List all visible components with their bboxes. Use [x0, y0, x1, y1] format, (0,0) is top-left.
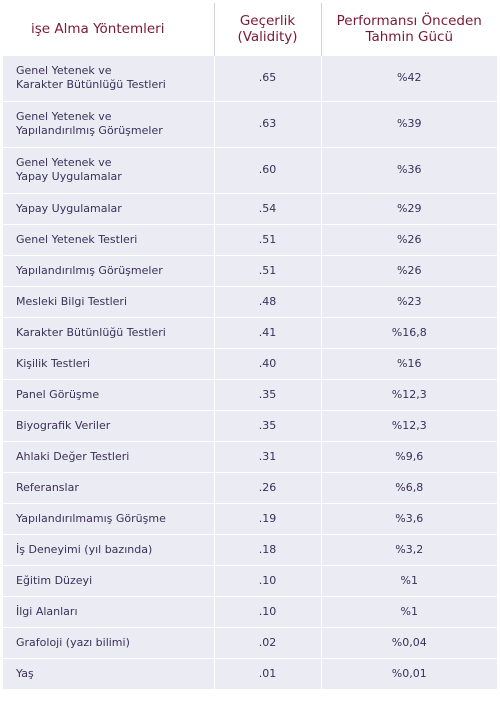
performance-cell: %3,6 [321, 502, 497, 534]
column-header-validity: Geçerlik (Validity) [214, 3, 322, 55]
performance-cell: %23 [321, 285, 497, 317]
performance-header-line1: Performansı Önceden [336, 12, 482, 29]
validity-cell: .02 [214, 626, 322, 658]
validity-cell: .51 [214, 223, 322, 255]
method-name-cell: İlgi Alanları [3, 595, 215, 627]
recruitment-methods-table: işe Alma Yöntemleri Geçerlik (Validity) … [3, 3, 497, 689]
validity-cell: .10 [214, 595, 322, 627]
table-row: Referanslar .26 %6,8 [3, 471, 497, 503]
method-name-cell: Biyografik Veriler [3, 409, 215, 441]
performance-cell: %26 [321, 223, 497, 255]
validity-cell: .63 [214, 100, 322, 147]
table-row: Genel Yetenek Testleri .51 %26 [3, 223, 497, 255]
performance-cell: %0,04 [321, 626, 497, 658]
performance-cell: %39 [321, 100, 497, 147]
validity-cell: .26 [214, 471, 322, 503]
table-header-row: işe Alma Yöntemleri Geçerlik (Validity) … [3, 3, 497, 55]
table-row: Yapılandırılmış Görüşmeler .51 %26 [3, 254, 497, 286]
validity-cell: .65 [214, 54, 322, 101]
method-name-cell: Eğitim Düzeyi [3, 564, 215, 596]
validity-cell: .18 [214, 533, 322, 565]
method-name-cell: Yapılandırılmamış Görüşme [3, 502, 215, 534]
table-row: Karakter Bütünlüğü Testleri .41 %16,8 [3, 316, 497, 348]
table-row: Yaş .01 %0,01 [3, 657, 497, 689]
method-header-label: işe Alma Yöntemleri [31, 20, 165, 37]
table-row: Yapay Uygulamalar .54 %29 [3, 192, 497, 224]
method-name-cell: Yapılandırılmış Görüşmeler [3, 254, 215, 286]
performance-header-line2: Tahmin Gücü [365, 28, 454, 45]
validity-cell: .60 [214, 146, 322, 193]
performance-cell: %42 [321, 54, 497, 101]
validity-cell: .41 [214, 316, 322, 348]
table-row: Ahlaki Değer Testleri .31 %9,6 [3, 440, 497, 472]
table-row: Biyografik Veriler .35 %12,3 [3, 409, 497, 441]
method-name-cell: Grafoloji (yazı bilimi) [3, 626, 215, 658]
table-row: İlgi Alanları .10 %1 [3, 595, 497, 627]
validity-cell: .19 [214, 502, 322, 534]
table-row: Kişilik Testleri .40 %16 [3, 347, 497, 379]
performance-cell: %16,8 [321, 316, 497, 348]
method-name-cell: Yaş [3, 657, 215, 689]
performance-cell: %16 [321, 347, 497, 379]
validity-cell: .48 [214, 285, 322, 317]
validity-cell: .35 [214, 409, 322, 441]
method-name-cell: Genel Yetenek ve Karakter Bütünlüğü Testl… [3, 54, 215, 101]
table-row: Genel Yetenek ve Yapay Uygulamalar .60 %36 [3, 146, 497, 193]
table-row: Eğitim Düzeyi .10 %1 [3, 564, 497, 596]
performance-cell: %1 [321, 595, 497, 627]
method-name-line2: Yapılandırılmış Görüşmeler [16, 124, 163, 137]
validity-header-line2: (Validity) [237, 28, 298, 45]
performance-cell: %9,6 [321, 440, 497, 472]
method-name-cell: Genel Yetenek ve Yapılandırılmış Görüşmel… [3, 100, 215, 147]
method-name-cell: Genel Yetenek Testleri [3, 223, 215, 255]
performance-cell: %0,01 [321, 657, 497, 689]
validity-table-frame: işe Alma Yöntemleri Geçerlik (Validity) … [3, 3, 497, 704]
validity-cell: .54 [214, 192, 322, 224]
method-name-cell: Panel Görüşme [3, 378, 215, 410]
method-name-cell: Karakter Bütünlüğü Testleri [3, 316, 215, 348]
validity-header-line1: Geçerlik [239, 12, 296, 29]
table-row: Genel Yetenek ve Karakter Bütünlüğü Testl… [3, 54, 497, 101]
method-name-cell: İş Deneyimi (yıl bazında) [3, 533, 215, 565]
table-row: Grafoloji (yazı bilimi) .02 %0,04 [3, 626, 497, 658]
table-row: İş Deneyimi (yıl bazında) .18 %3,2 [3, 533, 497, 565]
table-row: Panel Görüşme .35 %12,3 [3, 378, 497, 410]
performance-cell: %3,2 [321, 533, 497, 565]
table-row: Mesleki Bilgi Testleri .48 %23 [3, 285, 497, 317]
method-name-line1: Genel Yetenek ve [16, 64, 112, 77]
method-name-line1: Genel Yetenek ve [16, 110, 112, 123]
column-header-performance: Performansı Önceden Tahmin Gücü [321, 3, 497, 55]
validity-cell: .01 [214, 657, 322, 689]
method-name-cell: Mesleki Bilgi Testleri [3, 285, 215, 317]
column-header-method: işe Alma Yöntemleri [3, 3, 215, 55]
performance-cell: %29 [321, 192, 497, 224]
validity-cell: .31 [214, 440, 322, 472]
validity-cell: .10 [214, 564, 322, 596]
performance-cell: %6,8 [321, 471, 497, 503]
table-row: Genel Yetenek ve Yapılandırılmış Görüşmel… [3, 100, 497, 147]
method-name-line2: Karakter Bütünlüğü Testleri [16, 78, 166, 91]
method-name-cell: Yapay Uygulamalar [3, 192, 215, 224]
validity-cell: .51 [214, 254, 322, 286]
method-name-line1: Genel Yetenek ve [16, 156, 112, 169]
method-name-cell: Referanslar [3, 471, 215, 503]
performance-cell: %12,3 [321, 409, 497, 441]
method-name-cell: Kişilik Testleri [3, 347, 215, 379]
performance-cell: %1 [321, 564, 497, 596]
performance-cell: %12,3 [321, 378, 497, 410]
method-name-cell: Genel Yetenek ve Yapay Uygulamalar [3, 146, 215, 193]
method-name-line2: Yapay Uygulamalar [16, 170, 122, 183]
method-name-cell: Ahlaki Değer Testleri [3, 440, 215, 472]
table-row: Yapılandırılmamış Görüşme .19 %3,6 [3, 502, 497, 534]
performance-cell: %36 [321, 146, 497, 193]
performance-cell: %26 [321, 254, 497, 286]
validity-cell: .35 [214, 378, 322, 410]
validity-cell: .40 [214, 347, 322, 379]
